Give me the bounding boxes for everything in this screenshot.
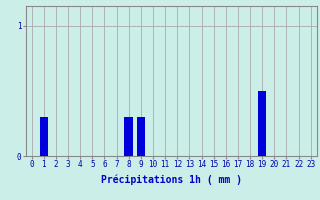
- Bar: [137, 117, 145, 156]
- Bar: [258, 91, 267, 156]
- Bar: [40, 117, 48, 156]
- X-axis label: Précipitations 1h ( mm ): Précipitations 1h ( mm ): [101, 175, 242, 185]
- Bar: [124, 117, 133, 156]
